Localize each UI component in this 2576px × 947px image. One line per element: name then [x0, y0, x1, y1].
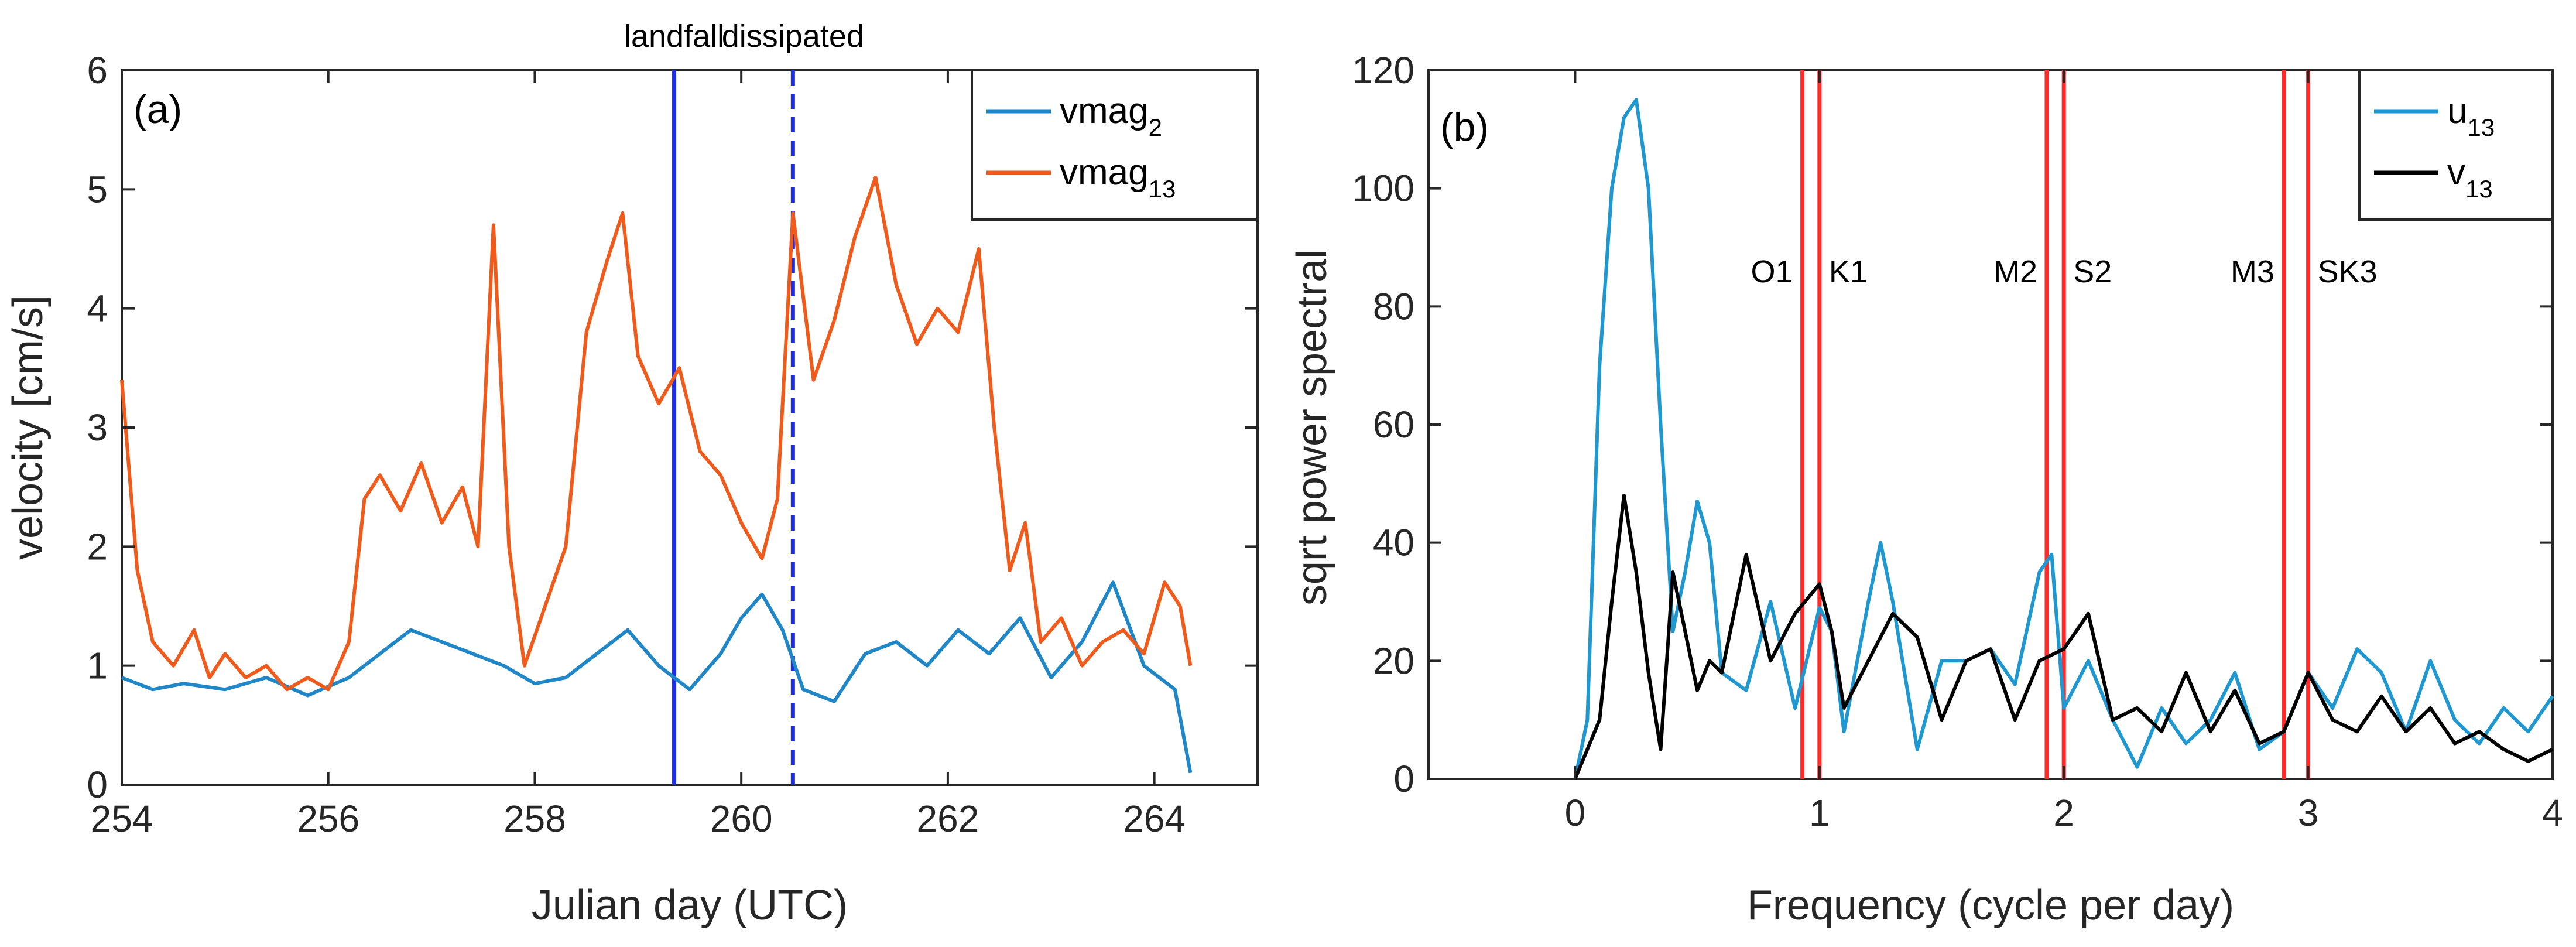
x-tick-label: 2: [2053, 792, 2074, 834]
panel-a-label: (a): [133, 87, 182, 132]
y-tick-label: 3: [87, 406, 108, 449]
panel-a-legend: vmag2 vmag13: [971, 69, 1259, 221]
event-label-landfall: landfall: [624, 19, 724, 54]
tidal-label-k1: K1: [1829, 254, 1868, 289]
y-tick-label: 120: [1352, 49, 1414, 91]
y-tick-label: 40: [1373, 522, 1414, 564]
panel-b-ylabel: sqrt power spectral: [1289, 249, 1335, 606]
legend-label-v13: v13: [2447, 152, 2493, 203]
series-line-vmag13: [120, 176, 1193, 692]
panel-a-xlabel: Julian day (UTC): [532, 882, 848, 929]
tidal-label-m2: M2: [1993, 254, 2037, 289]
y-tick-label: 0: [87, 764, 108, 806]
x-tick-label: 254: [91, 798, 153, 840]
legend-label-vmag2: vmag2: [1060, 91, 1162, 141]
x-tick-label: 256: [297, 798, 359, 840]
y-tick-label: 0: [1393, 758, 1414, 800]
series-line-vmag2: [121, 580, 1193, 774]
x-tick-label: 262: [917, 798, 979, 840]
y-tick-label: 100: [1352, 167, 1414, 210]
x-tick-label: 1: [1809, 792, 1830, 834]
x-tick-label: 260: [710, 798, 773, 840]
tidal-label-o1: O1: [1751, 254, 1793, 289]
tidal-label-s2: S2: [2073, 254, 2112, 289]
panel-a-ylabel: velocity [cm/s]: [5, 295, 52, 560]
legend-box: [2358, 69, 2554, 221]
tidal-label-m3: M3: [2231, 254, 2274, 289]
panel-b-xlabel: Frequency (cycle per day): [1747, 882, 2234, 929]
y-tick-label: 5: [87, 168, 108, 210]
event-label-dissipated: dissipated: [722, 19, 864, 54]
series-line-v13: [1573, 494, 2554, 780]
x-tick-label: 3: [2298, 792, 2319, 834]
x-tick-label: 4: [2542, 792, 2563, 834]
x-tick-label: 264: [1123, 798, 1186, 840]
y-tick-label: 60: [1373, 404, 1414, 446]
panel-b-label: (b): [1440, 105, 1489, 149]
y-tick-label: 80: [1373, 285, 1414, 327]
y-tick-label: 1: [87, 645, 108, 687]
y-tick-label: 20: [1373, 640, 1414, 682]
legend-box: [971, 69, 1259, 221]
legend-label-u13: u13: [2447, 91, 2495, 141]
y-tick-label: 6: [87, 49, 108, 91]
y-tick-label: 2: [87, 525, 108, 567]
y-tick-label: 4: [87, 288, 108, 330]
legend-label-vmag13: vmag13: [1060, 152, 1176, 203]
x-tick-label: 258: [503, 798, 566, 840]
x-tick-label: 0: [1565, 792, 1586, 834]
tidal-label-sk3: SK3: [2318, 254, 2378, 289]
